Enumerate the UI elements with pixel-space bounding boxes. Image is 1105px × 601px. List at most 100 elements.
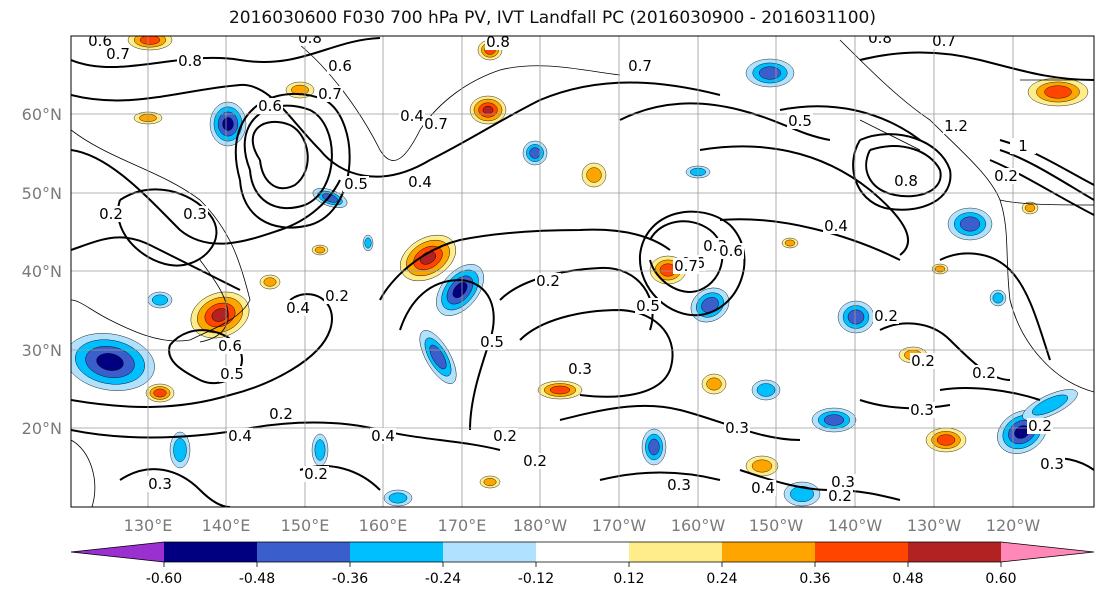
pv-contour-line: [649, 220, 724, 293]
contour-label-bg: [485, 36, 511, 50]
colorbar-extend-left: [71, 542, 164, 562]
pv-anomaly-blob: [823, 414, 845, 426]
pv-anomaly-blob: [96, 353, 124, 371]
contour-label-bg: [718, 243, 744, 259]
contour-label-bg: [567, 361, 593, 377]
pv-anomaly-blob: [1024, 204, 1036, 212]
contour-label-bg: [423, 116, 449, 132]
contour-label-bg: [177, 53, 203, 69]
contour-label-bg: [479, 334, 505, 350]
contour-label-bg: [827, 488, 853, 504]
coastline: [71, 129, 251, 342]
colorbar-tick-label: 0.24: [706, 571, 737, 587]
contour-label: 0.4: [408, 173, 432, 191]
contour-label-bg: [147, 476, 173, 492]
longitude-label: 150°W: [749, 516, 804, 535]
pv-anomaly-blob: [549, 385, 571, 395]
contour-label: 0.3: [667, 476, 691, 494]
pv-anomaly-blob: [139, 36, 161, 45]
figure-title: 2016030600 F030 700 hPa PV, IVT Landfall…: [228, 8, 876, 28]
colorbar-segment: [257, 542, 350, 562]
contour-label: 0.2: [874, 307, 898, 325]
contour-label-bg: [268, 406, 294, 422]
contour-label-bg: [182, 206, 208, 222]
contour-label-bg: [1027, 418, 1053, 434]
contour-label: 0.4: [400, 107, 424, 125]
pv-contour-line: [234, 92, 351, 229]
contour-label: 0.7: [318, 85, 342, 103]
pv-anomaly-blob: [529, 147, 541, 159]
contour-label-bg: [324, 288, 350, 304]
contour-label-bg: [219, 366, 245, 382]
latitude-label: 50°N: [22, 184, 62, 203]
colorbar-segment: [164, 542, 257, 562]
pv-anomaly-blob: [222, 117, 234, 131]
contour-label: 0.2: [911, 352, 935, 370]
colorbar-segment: [350, 542, 443, 562]
contour-label-bg: [399, 108, 425, 124]
pv-anomaly-blob: [314, 439, 326, 461]
contour-label: 0.7: [106, 45, 130, 63]
pv-anomaly-blob: [151, 294, 168, 306]
contour-label: 0.7: [674, 257, 698, 275]
contour-label: 0.4: [751, 479, 775, 497]
contour-label-bg: [297, 36, 323, 46]
pv-anomaly-blob: [314, 246, 326, 254]
colorbar-tick-labels: -0.60 -0.48 -0.36 -0.24 -0.12 0.12 0.24 0.36 0.4…: [146, 562, 1017, 587]
pv-contour-line: [859, 399, 951, 410]
contour-label-bg: [910, 353, 936, 369]
pv-contour-line: [119, 468, 231, 507]
contour-label-bg: [105, 46, 131, 62]
contour-label: 0.6: [328, 57, 352, 75]
contour-label: 0.3: [148, 475, 172, 493]
contour-label-bg: [370, 428, 396, 444]
pv-anomaly-blob: [706, 377, 722, 391]
longitude-label: 140°E: [202, 516, 251, 535]
pv-anomaly-blob: [482, 105, 494, 115]
contour-label: 0.3: [910, 401, 934, 419]
latitude-labels: 60°N 50°N 40°N 30°N 20°N: [22, 105, 62, 438]
latitude-label: 60°N: [22, 105, 62, 124]
contour-label-bg: [1039, 456, 1065, 472]
contour-label: 0.2: [304, 465, 328, 483]
pv-anomaly-blob: [388, 492, 408, 504]
contour-label: 0.3: [183, 205, 207, 223]
longitude-label: 160°E: [359, 516, 408, 535]
pv-contour-line: [559, 404, 801, 441]
pv-contour-line: [251, 120, 309, 190]
contour-label-bg: [750, 480, 776, 496]
colorbar-segment: [908, 542, 1001, 562]
pv-contour-line: [939, 252, 1051, 361]
contour-label: 0.8: [298, 29, 322, 47]
colorbar-segment: [443, 542, 536, 562]
contour-label: 0.4: [371, 427, 395, 445]
pv-anomaly-blob: [934, 265, 946, 273]
contour-label-bg: [823, 218, 849, 234]
latitude-label: 40°N: [22, 262, 62, 281]
longitude-label: 170°E: [438, 516, 487, 535]
pv-contour-line: [719, 218, 901, 261]
coastline: [999, 199, 1094, 206]
pv-contour-line: [699, 145, 910, 256]
colorbar-tick-label: -0.60: [146, 571, 182, 587]
colorbar-tick-label: -0.48: [239, 571, 275, 587]
contour-label: 0.3: [568, 360, 592, 378]
contour-label-bg: [666, 477, 692, 493]
pv-contour-line: [599, 471, 721, 481]
colorbar-tick-label: 0.60: [985, 571, 1016, 587]
pv-contour-line: [379, 228, 671, 301]
contour-label: 0.7: [628, 57, 652, 75]
pv-contour-line: [519, 308, 674, 398]
contour-label-bg: [98, 206, 124, 222]
pv-contour-line: [71, 37, 381, 68]
pv-anomaly-blob: [153, 388, 167, 398]
pv-contour-line: [243, 104, 333, 210]
coastline: [499, 65, 621, 76]
longitude-label: 150°E: [281, 516, 330, 535]
contour-label-bg: [217, 338, 243, 354]
contour-label-bg: [673, 258, 699, 274]
contour-label-bg: [635, 298, 661, 314]
pv-anomaly-blob: [992, 292, 1004, 304]
pv-anomaly-blob: [847, 309, 865, 325]
colorbar-tick-label: -0.24: [425, 571, 461, 587]
